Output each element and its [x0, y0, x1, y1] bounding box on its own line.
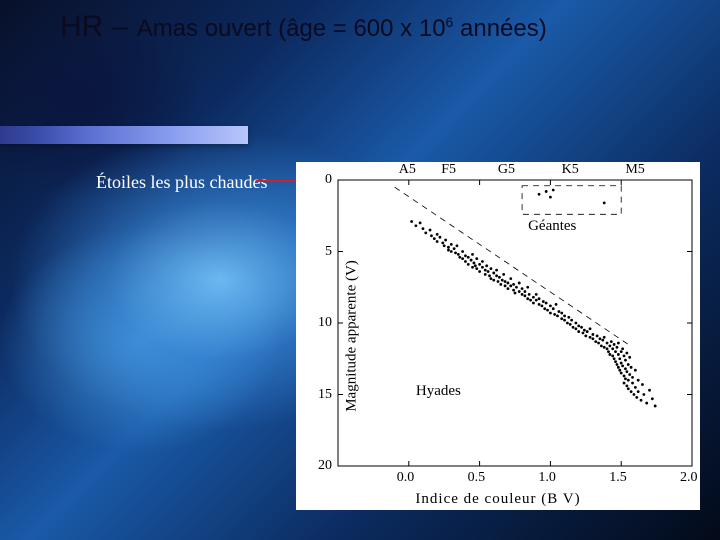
spectral-type-label: A5: [399, 162, 416, 178]
x-tick-label: 0.0: [397, 470, 415, 486]
x-tick-label: 1.5: [609, 470, 627, 486]
hr-diagram-chart: Magnitude apparente (V) Indice de couleu…: [296, 162, 700, 510]
spectral-type-label: F5: [441, 162, 456, 178]
y-tick-label: 5: [302, 244, 332, 260]
title-main: Amas ouvert (âge = 600 x 10: [137, 15, 446, 42]
x-tick-label: 0.5: [468, 470, 486, 486]
spectral-type-label: M5: [625, 162, 644, 178]
title-prefix: HR –: [60, 10, 137, 43]
title-underline-bar: [0, 126, 248, 144]
spectral-type-label: K5: [562, 162, 579, 178]
spectral-type-label: G5: [498, 162, 515, 178]
hot-stars-caption: Étoiles les plus chaudes: [96, 172, 267, 193]
y-tick-label: 20: [302, 458, 332, 474]
x-tick-label: 2.0: [680, 470, 698, 486]
page-title: HR – Amas ouvert (âge = 600 x 106 années…: [60, 10, 547, 44]
x-tick-label: 1.0: [538, 470, 556, 486]
y-tick-label: 10: [302, 315, 332, 331]
y-axis-label: Magnitude apparente (V): [343, 260, 360, 412]
x-axis-label: Indice de couleur (B V): [296, 491, 700, 508]
cluster-name-label: Hyades: [416, 383, 461, 400]
y-tick-label: 15: [302, 387, 332, 403]
title-suffix: années): [453, 15, 546, 42]
y-tick-label: 0: [302, 172, 332, 188]
giants-label: Géantes: [528, 218, 576, 235]
